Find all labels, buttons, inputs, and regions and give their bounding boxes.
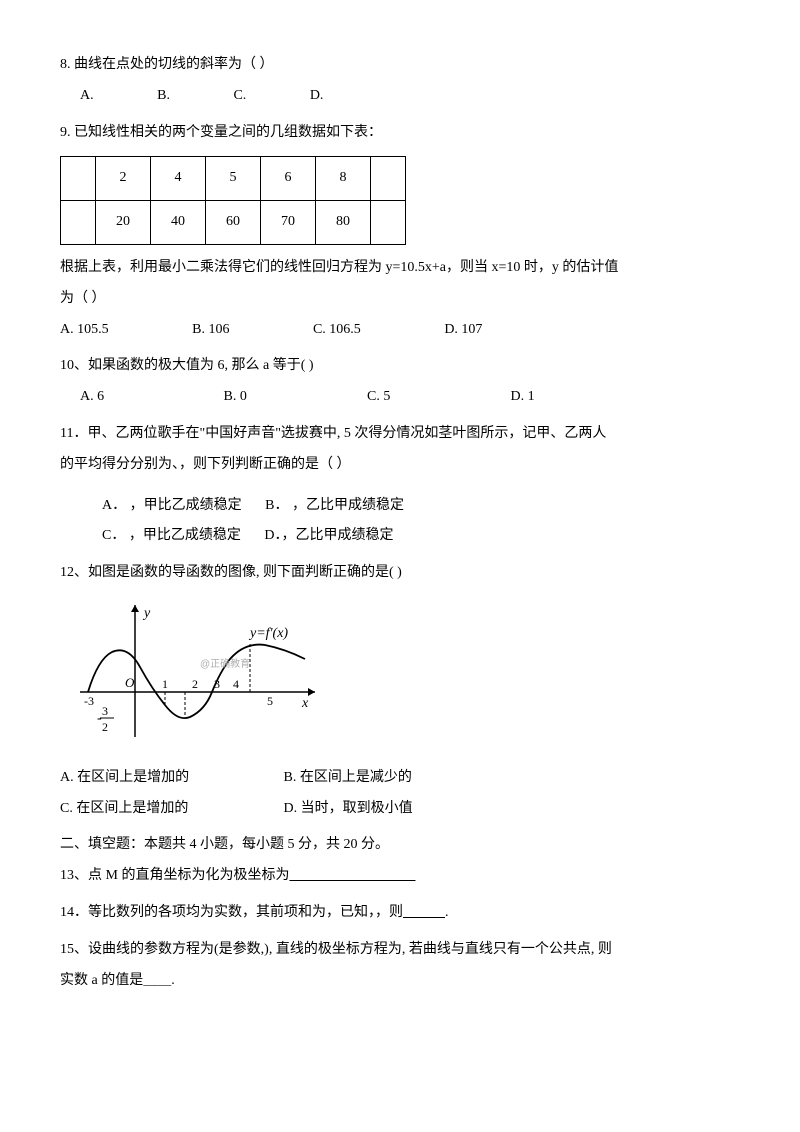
q10-option-b: B. 0	[224, 382, 364, 413]
q14-blank: ＿＿＿	[403, 905, 445, 920]
q12-options-row2: C. 在区间上是增加的 D. 当时，取到极小值	[60, 794, 740, 825]
q10-option-a: A. 6	[80, 382, 220, 413]
table-cell: 6	[261, 157, 316, 201]
q15-text2: 实数 a 的值是＿＿.	[60, 966, 740, 997]
x-tick-neg3: -3	[84, 694, 94, 708]
q9-desc2: 为（ ）	[60, 284, 740, 315]
q9-desc1: 根据上表，利用最小二乘法得它们的线性回归方程为 y=10.5x+a，则当 x=1…	[60, 253, 740, 284]
q11-text1: 11．甲、乙两位歌手在"中国好声音"选拔赛中, 5 次得分情况如茎叶图所示，记甲…	[60, 419, 740, 450]
curve-label: y=f'(x)	[248, 626, 288, 641]
y-label: y	[142, 606, 151, 621]
question-12: 12、如图是函数的导函数的图像, 则下面判断正确的是( ) y x y=f'(x…	[60, 558, 740, 824]
table-cell	[371, 157, 406, 201]
question-13: 13、点 M 的直角坐标为化为极坐标为＿＿＿＿＿＿＿＿＿	[60, 861, 740, 892]
table-cell: 4	[151, 157, 206, 201]
q11-options-row2: C． ，甲比乙成绩稳定 D．，乙比甲成绩稳定	[60, 521, 740, 552]
q12-option-a: A. 在区间上是增加的	[60, 763, 280, 794]
q11-option-c: C． ，甲比乙成绩稳定	[102, 521, 241, 552]
q10-options: A. 6 B. 0 C. 5 D. 1	[60, 382, 740, 413]
q10-option-d: D. 1	[511, 382, 535, 413]
q9-option-c: C. 106.5	[313, 315, 361, 346]
q9-option-b: B. 106	[192, 315, 229, 346]
table-cell: 20	[96, 201, 151, 245]
q15-text1: 15、设曲线的参数方程为(是参数,), 直线的极坐标方程为, 若曲线与直线只有一…	[60, 935, 740, 966]
x-tick-neg32-sign: -	[97, 711, 102, 726]
q10-text: 10、如果函数的极大值为 6, 那么 a 等于( )	[60, 351, 740, 382]
q14-period: .	[445, 905, 449, 920]
y-axis-arrow	[131, 605, 139, 612]
question-8: 8. 曲线在点处的切线的斜率为（ ） A. B. C. D.	[60, 50, 740, 112]
table-cell	[61, 157, 96, 201]
q9-text: 9. 已知线性相关的两个变量之间的几组数据如下表：	[60, 118, 740, 149]
table-cell: 2	[96, 157, 151, 201]
q13-blank: ＿＿＿＿＿＿＿＿＿	[289, 861, 415, 892]
q11-text2: 的平均得分分别为、，则下列判断正确的是（ ）	[60, 450, 740, 481]
x-tick-neg32-top: 3	[102, 704, 108, 718]
table-cell: 8	[316, 157, 371, 201]
table-cell: 70	[261, 201, 316, 245]
table-row: 20 40 60 70 80	[61, 201, 406, 245]
q13-text: 13、点 M 的直角坐标为化为极坐标为	[60, 868, 289, 883]
table-cell	[371, 201, 406, 245]
x-label: x	[301, 696, 309, 711]
question-10: 10、如果函数的极大值为 6, 那么 a 等于( ) A. 6 B. 0 C. …	[60, 351, 740, 413]
table-row: 2 4 5 6 8	[61, 157, 406, 201]
table-cell: 40	[151, 201, 206, 245]
table-cell: 80	[316, 201, 371, 245]
q12-text: 12、如图是函数的导函数的图像, 则下面判断正确的是( )	[60, 558, 740, 589]
q11-option-b: B． ，乙比甲成绩稳定	[265, 491, 404, 522]
q9-option-d: D. 107	[444, 315, 482, 346]
q8-option-c: C.	[233, 81, 246, 112]
q14-text: 14．等比数列的各项均为实数，其前项和为，已知，，则	[60, 905, 403, 920]
question-9: 9. 已知线性相关的两个变量之间的几组数据如下表： 2 4 5 6 8 20 4…	[60, 118, 740, 346]
q12-option-b: B. 在区间上是减少的	[284, 763, 412, 794]
q8-text: 8. 曲线在点处的切线的斜率为（ ）	[60, 50, 740, 81]
x-tick-3: 3	[214, 677, 220, 691]
q11-options-row1: A． ，甲比乙成绩稳定 B． ，乙比甲成绩稳定	[60, 491, 740, 522]
q9-table: 2 4 5 6 8 20 40 60 70 80	[60, 156, 406, 245]
q12-options-row1: A. 在区间上是增加的 B. 在区间上是减少的	[60, 763, 740, 794]
x-tick-1: 1	[162, 677, 168, 691]
derivative-graph-svg: y x y=f'(x) -3 3 2 - O 1 2 3 4 5 @正确教育	[70, 597, 330, 742]
table-cell	[61, 201, 96, 245]
table-cell: 5	[206, 157, 261, 201]
x-tick-4: 4	[233, 677, 239, 691]
q8-option-d: D.	[310, 81, 324, 112]
table-cell: 60	[206, 201, 261, 245]
q12-option-c: C. 在区间上是增加的	[60, 794, 280, 825]
q12-option-d: D. 当时，取到极小值	[284, 794, 413, 825]
origin-label: O	[125, 675, 135, 690]
q9-option-a: A. 105.5	[60, 315, 109, 346]
question-15: 15、设曲线的参数方程为(是参数,), 直线的极坐标方程为, 若曲线与直线只有一…	[60, 935, 740, 997]
x-tick-2: 2	[192, 677, 198, 691]
q11-option-d: D．，乙比甲成绩稳定	[264, 521, 393, 552]
question-14: 14．等比数列的各项均为实数，其前项和为，已知，，则＿＿＿.	[60, 898, 740, 929]
x-axis-arrow	[308, 688, 315, 696]
q11-option-a: A． ，甲比乙成绩稳定	[102, 491, 242, 522]
q10-option-c: C. 5	[367, 382, 507, 413]
section-2-header: 二、填空题：本题共 4 小题，每小题 5 分，共 20 分。	[60, 830, 740, 861]
q12-graph: y x y=f'(x) -3 3 2 - O 1 2 3 4 5 @正确教育	[70, 597, 740, 755]
q8-option-b: B.	[157, 81, 170, 112]
q9-options: A. 105.5 B. 106 C. 106.5 D. 107	[60, 315, 740, 346]
x-tick-neg32-bot: 2	[102, 720, 108, 734]
watermark-text: @正确教育	[200, 657, 250, 670]
question-11: 11．甲、乙两位歌手在"中国好声音"选拔赛中, 5 次得分情况如茎叶图所示，记甲…	[60, 419, 740, 552]
q8-option-a: A.	[80, 81, 94, 112]
x-tick-5: 5	[267, 694, 273, 708]
q8-options: A. B. C. D.	[60, 81, 740, 112]
